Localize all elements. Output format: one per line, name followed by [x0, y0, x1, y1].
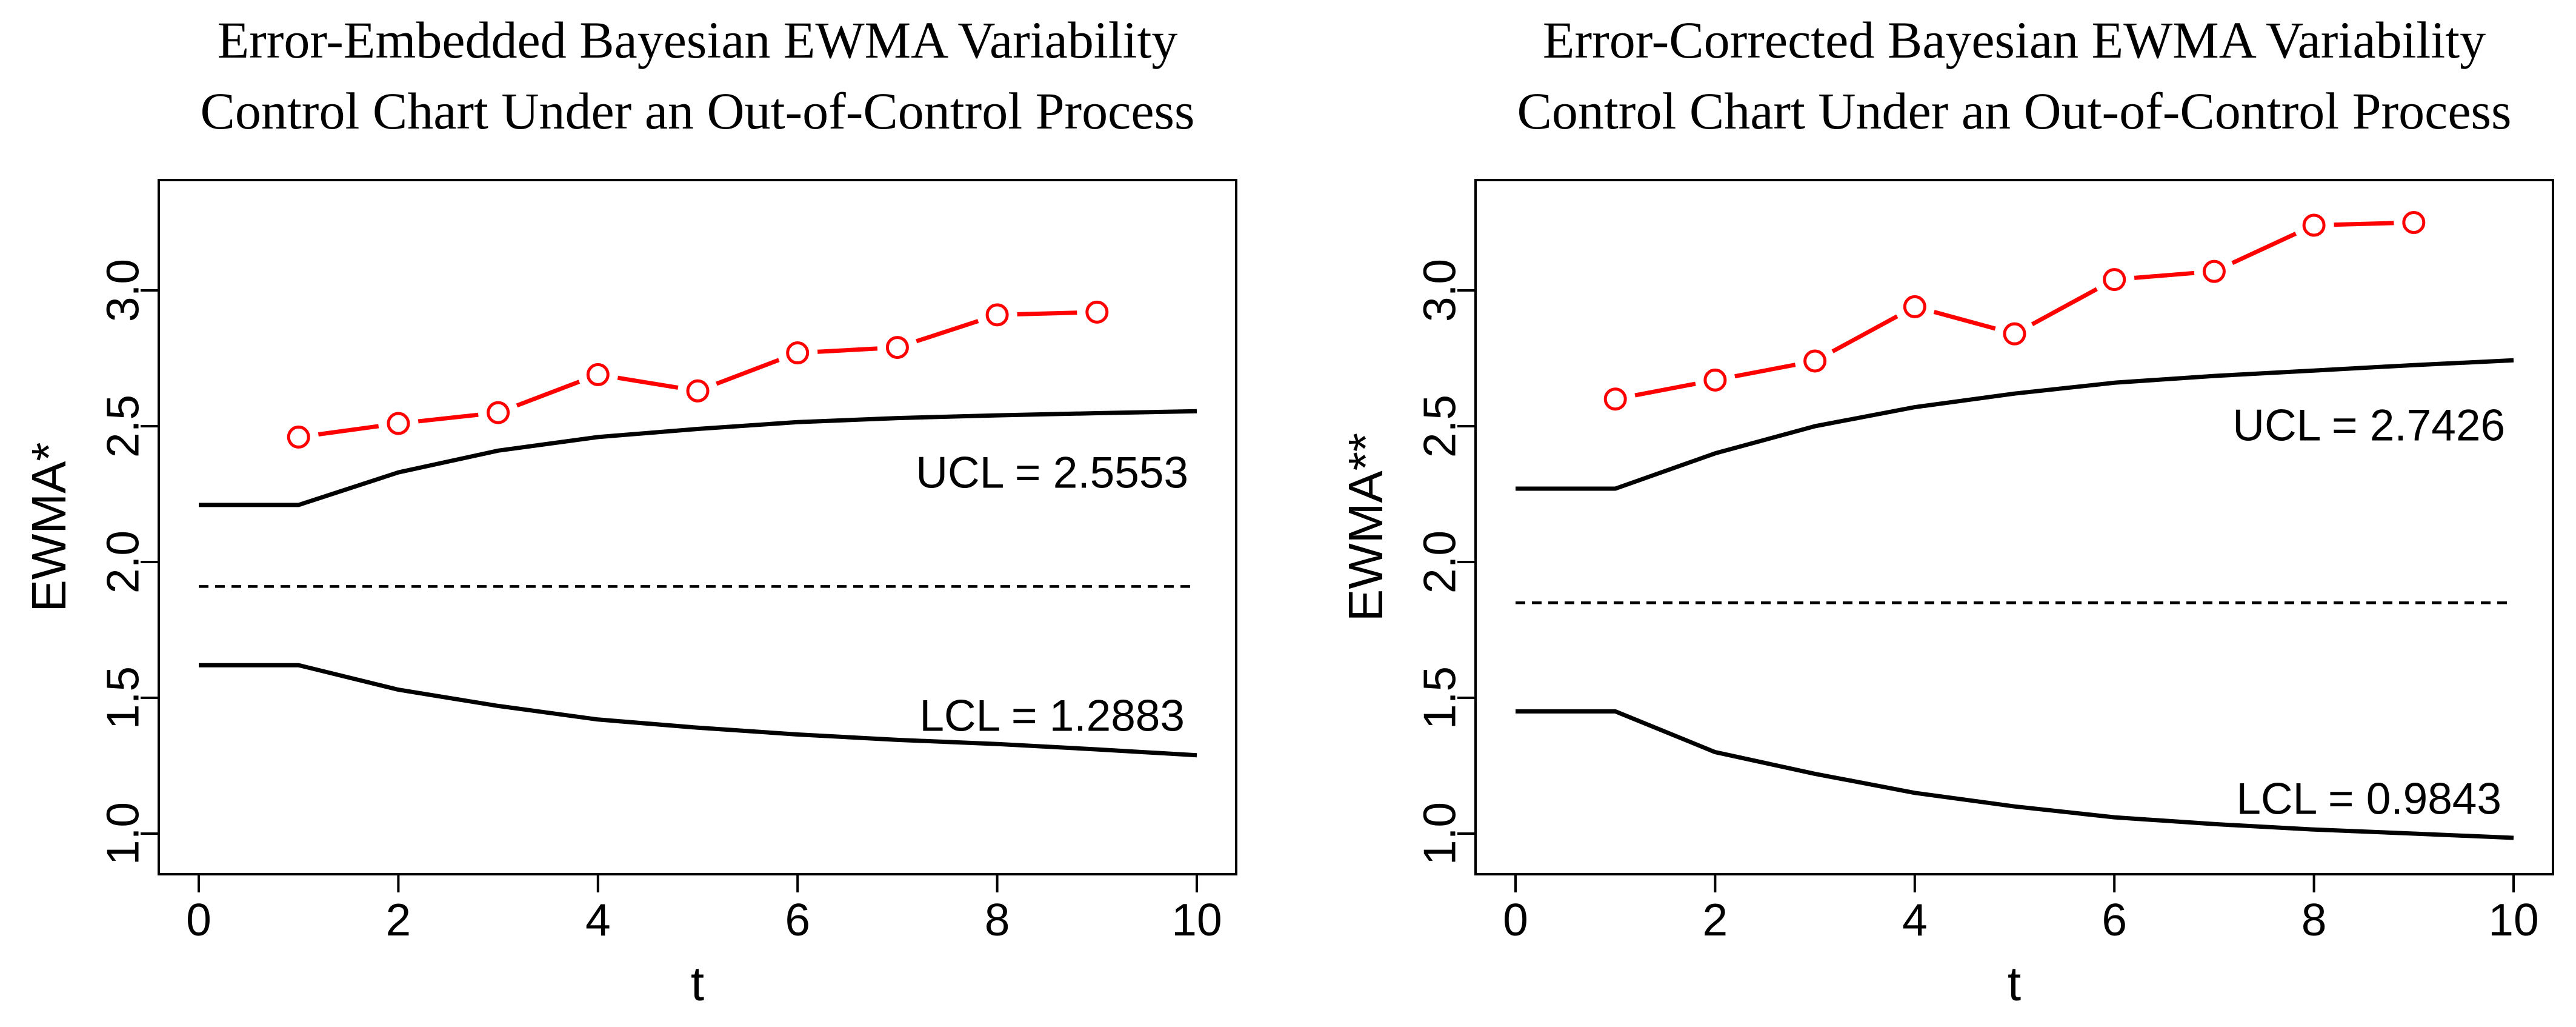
series-segment [1831, 314, 1899, 353]
x-axis-title: t [2008, 957, 2021, 1011]
plot-box [158, 179, 1237, 875]
y-tick-label: 2.5 [97, 395, 148, 458]
data-point [387, 412, 410, 435]
y-tick-label: 3.0 [1414, 259, 1465, 322]
data-point [2402, 211, 2426, 234]
series-segment [418, 412, 479, 424]
x-tick-label: 4 [1902, 894, 1928, 945]
series-segment [2334, 221, 2394, 227]
series-segment [716, 358, 780, 386]
x-tick-label: 4 [585, 894, 611, 945]
error-corrected-chart: Error-Corrected Bayesian EWMA Variabilit… [1339, 11, 2554, 1011]
data-point [1603, 387, 1627, 411]
series-segment [1734, 363, 1796, 379]
data-point [2003, 322, 2026, 346]
data-point [2302, 213, 2326, 237]
series-segment [1017, 310, 1077, 316]
series-segment [1634, 381, 1696, 398]
series-segment [516, 380, 581, 408]
data-point [1085, 300, 1109, 324]
ucl-annotation: UCL = 2.7426 [2232, 401, 2505, 450]
ucl-annotation: UCL = 2.5553 [916, 449, 1188, 498]
x-tick-label: 8 [2301, 894, 2327, 945]
lcl-curve [199, 663, 1197, 758]
data-point [786, 341, 810, 365]
y-tick-label: 1.0 [97, 802, 148, 865]
lcl-annotation: LCL = 1.2883 [919, 692, 1185, 741]
lcl-annotation: LCL = 0.9843 [2236, 774, 2501, 823]
ucl-curve [199, 409, 1197, 507]
chart-title-line: Control Chart Under an Out-of-Control Pr… [201, 82, 1195, 140]
x-tick-label: 6 [785, 894, 810, 945]
series-segment [318, 424, 379, 437]
x-tick-label: 6 [2102, 894, 2127, 945]
series-segment [817, 346, 878, 354]
chart-title-line: Error-Embedded Bayesian EWMA Variability [218, 11, 1178, 69]
lcl-curve [1516, 709, 2514, 840]
series-segment [2031, 287, 2098, 326]
data-point [2202, 259, 2226, 283]
x-tick-label: 2 [1703, 894, 1728, 945]
y-tick-label: 1.0 [1414, 802, 1465, 865]
y-tick-label: 3.0 [97, 259, 148, 322]
data-point [287, 425, 310, 449]
data-point [1703, 368, 1727, 392]
y-axis-title: EWMA* [22, 443, 76, 612]
series-segment [2231, 232, 2297, 265]
series-segment [916, 319, 979, 344]
data-point [1903, 295, 1926, 318]
y-axis-title: EWMA** [1339, 433, 1393, 621]
data-point [487, 401, 510, 424]
x-tick-label: 10 [1171, 894, 1222, 945]
x-tick-label: 8 [985, 894, 1010, 945]
data-point [985, 303, 1009, 327]
x-tick-label: 10 [2488, 894, 2538, 945]
series-segment [617, 375, 679, 390]
series-segment [2134, 270, 2195, 280]
chart-title-line: Error-Corrected Bayesian EWMA Variabilit… [1543, 11, 2486, 69]
data-point [586, 363, 610, 386]
y-tick-label: 1.5 [97, 666, 148, 729]
x-tick-label: 2 [386, 894, 411, 945]
data-point [2103, 268, 2126, 292]
x-axis-title: t [691, 957, 704, 1011]
x-tick-label: 0 [186, 894, 211, 945]
error-embedded-chart: Error-Embedded Bayesian EWMA Variability… [22, 11, 1237, 1011]
series-segment [1933, 310, 1996, 331]
y-tick-label: 2.0 [1414, 530, 1465, 594]
chart-title-line: Control Chart Under an Out-of-Control Pr… [1517, 82, 2512, 140]
data-point [686, 379, 710, 403]
data-point [885, 336, 909, 360]
ucl-curve [1516, 358, 2514, 491]
x-tick-label: 0 [1503, 894, 1528, 945]
data-point [1803, 349, 1827, 373]
y-tick-label: 2.0 [97, 530, 148, 594]
y-tick-label: 2.5 [1414, 395, 1465, 458]
y-tick-label: 1.5 [1414, 666, 1465, 729]
plot-box [1474, 179, 2554, 875]
